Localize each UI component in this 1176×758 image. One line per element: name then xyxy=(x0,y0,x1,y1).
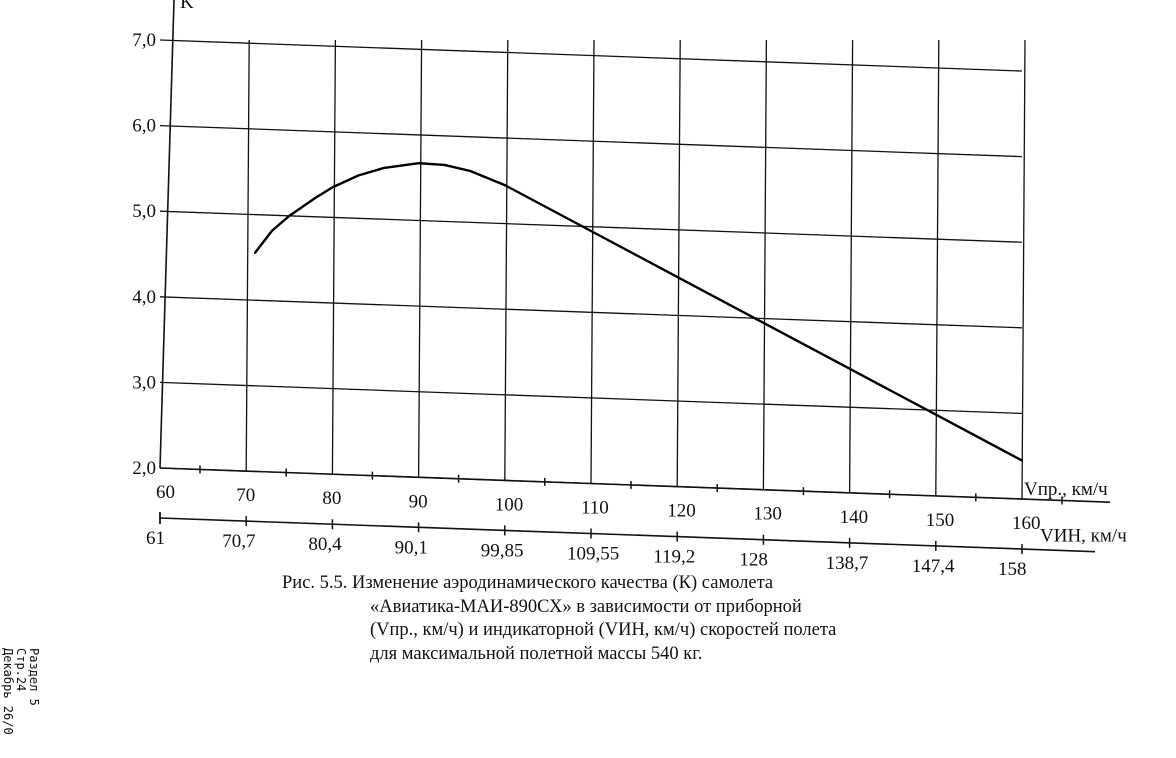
y-tick-label: 3,0 xyxy=(132,372,156,393)
x2-tick-label: 70,7 xyxy=(222,531,255,552)
x2-tick-label: 147,4 xyxy=(912,556,955,577)
data-point xyxy=(314,197,316,199)
data-point xyxy=(254,252,256,254)
gridline-v xyxy=(417,39,423,478)
x-tick-label: 70 xyxy=(236,485,255,506)
gridline-v xyxy=(331,39,337,475)
x-axis-secondary xyxy=(159,517,1096,553)
y-tick-label: 5,0 xyxy=(132,201,156,222)
y-tick-label: 2,0 xyxy=(132,458,156,479)
x2-tick-label: 138,7 xyxy=(826,553,869,574)
data-point xyxy=(935,413,937,416)
page-footer-note: Раздел 5 Стр.24 Декабрь 26/0 xyxy=(1,648,41,758)
data-point xyxy=(383,167,385,169)
x-tick-label: 100 xyxy=(495,494,524,515)
gridline-v xyxy=(245,39,250,472)
data-point xyxy=(331,186,334,189)
x-axis-primary xyxy=(159,467,1111,503)
y-tick-label: 6,0 xyxy=(132,116,156,137)
series-line-K xyxy=(253,162,1023,462)
x-tick-label: 110 xyxy=(581,498,609,519)
x-tick-label: 150 xyxy=(926,510,955,531)
y-axis-label: K xyxy=(180,0,194,13)
x2-tick-label: 128 xyxy=(739,550,768,571)
data-point xyxy=(357,174,360,177)
data-point xyxy=(271,229,273,232)
x-tick-label: 130 xyxy=(753,504,782,525)
gridline-h xyxy=(159,210,1023,243)
data-point xyxy=(590,230,592,232)
gridline-h xyxy=(159,39,1023,72)
x2-tick-label: 109,55 xyxy=(567,544,619,565)
x-tick-label: 80 xyxy=(322,488,341,509)
gridline-h xyxy=(159,296,1023,329)
caption-line-3: (Vпр., км/ч) и индикаторной (VИН, км/ч) … xyxy=(370,620,837,640)
data-point xyxy=(504,184,506,186)
x2-tick-label: 99,85 xyxy=(481,540,524,561)
y-tick-label: 4,0 xyxy=(132,287,156,308)
data-point xyxy=(288,215,291,217)
x-tick-label: 120 xyxy=(667,501,696,522)
data-point xyxy=(848,367,851,370)
gridline-v xyxy=(848,39,854,493)
x2-tick-label: 61 xyxy=(146,528,165,549)
data-point xyxy=(762,322,765,324)
chart: 2,0 3,0 4,0 5,0 6,0 7,0 60 70 80 90 100 110 120 130 14… xyxy=(132,0,1127,580)
y-axis xyxy=(159,0,175,469)
gridline-v xyxy=(676,39,681,487)
page: 2,0 3,0 4,0 5,0 6,0 7,0 60 70 80 90 100 110 120 130 14… xyxy=(1,0,1127,735)
x2-axis-label: VИН, км/ч xyxy=(1040,526,1127,547)
figure-caption: Рис. 5.5. Изменение аэродинамического ка… xyxy=(282,572,836,666)
caption-line-4: для максимальной полетной массы 540 кг. xyxy=(370,643,703,664)
x2-tick-label: 80,4 xyxy=(308,534,342,555)
x2-tick-label: 90,1 xyxy=(395,537,428,558)
gridline-v xyxy=(935,39,940,496)
x-axis-label: Vпр., км/ч xyxy=(1024,479,1108,500)
gridline-v xyxy=(1021,39,1026,500)
caption-line-1: Рис. 5.5. Изменение аэродинамического ка… xyxy=(282,573,774,593)
data-point xyxy=(417,162,420,164)
y-tick-label: 7,0 xyxy=(132,30,156,51)
caption-line-2: «Авиатика-МАИ-890СХ» в зависимости от пр… xyxy=(370,596,802,617)
page-label: Стр.24 xyxy=(14,648,28,692)
data-point xyxy=(469,170,472,172)
data-point xyxy=(1021,459,1023,462)
data-point xyxy=(443,164,446,166)
x-tick-label: 90 xyxy=(409,491,428,512)
section-label: Раздел 5 xyxy=(27,648,41,706)
x-tick-label: 60 xyxy=(156,482,175,503)
x-tick-label: 160 xyxy=(1012,513,1041,534)
gridline-v xyxy=(504,39,509,481)
gridline-h xyxy=(159,124,1023,158)
x-tick-label: 140 xyxy=(840,507,869,528)
x2-tick-label: 119,2 xyxy=(653,547,695,568)
gridline-v xyxy=(762,39,768,490)
gridline-v xyxy=(590,39,595,484)
data-point xyxy=(676,276,678,278)
date-label: Декабрь 26/0 xyxy=(1,648,15,735)
x2-tick-label: 158 xyxy=(998,559,1027,580)
